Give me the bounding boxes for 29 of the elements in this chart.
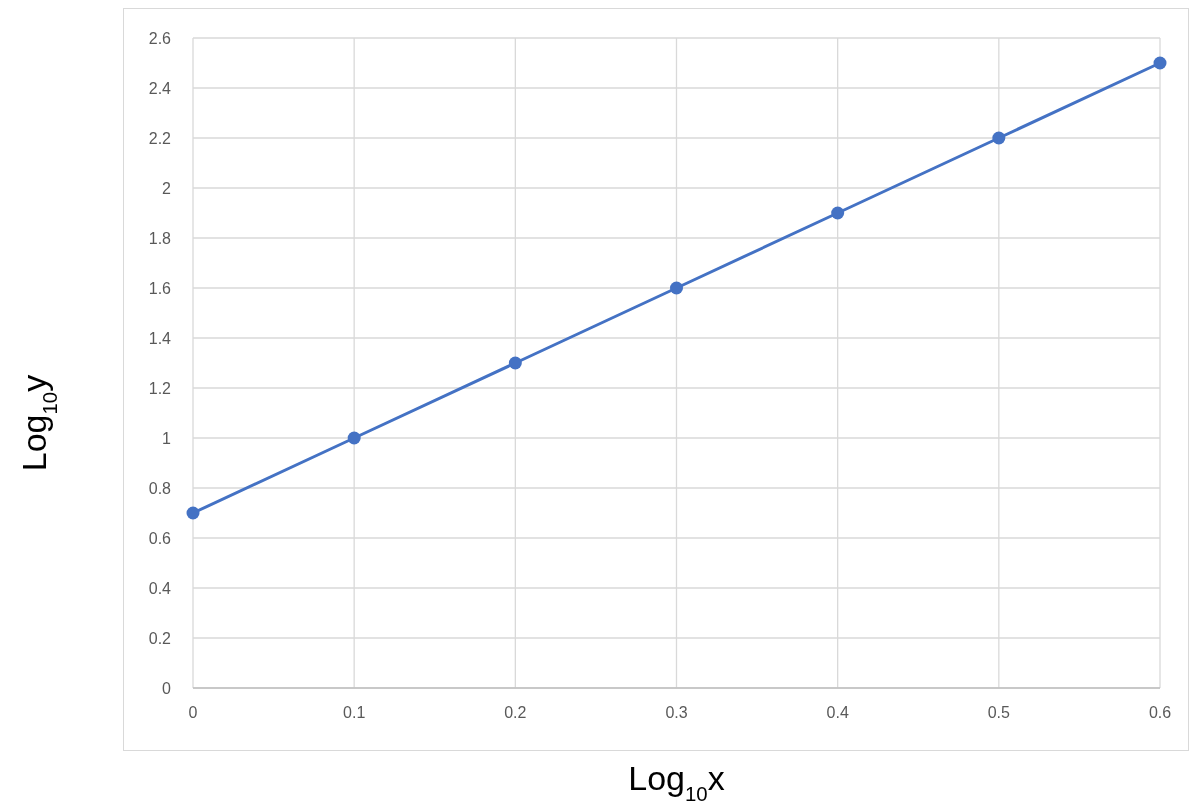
- y-tick-label: 1.6: [148, 279, 172, 297]
- point: [670, 281, 683, 295]
- x-tick-label: 0.5: [987, 704, 1011, 721]
- x-tick-label: 0.3: [665, 704, 688, 721]
- y-tick-label: 0.6: [148, 529, 172, 547]
- y-tick-label: 2.2: [148, 129, 172, 147]
- y-tick-label: 2.6: [148, 29, 172, 47]
- y-tick-label: 1.4: [148, 329, 172, 347]
- point: [508, 356, 522, 370]
- point: [186, 506, 200, 520]
- y-tick-label: 0.2: [148, 629, 172, 647]
- y-tick-label: 2.4: [148, 79, 172, 97]
- point: [992, 131, 1006, 145]
- x-tick-label: 0: [188, 704, 198, 721]
- y-tick-label: 1.8: [148, 229, 172, 247]
- point: [831, 206, 845, 220]
- y-tick-label: 0.4: [148, 579, 172, 597]
- point: [1153, 56, 1167, 70]
- y-tick-label: 0.8: [148, 479, 172, 497]
- y-tick-label: 2: [162, 179, 172, 197]
- y-tick-label: 0: [162, 679, 172, 697]
- x-axis-title: Log$_{10}$x: [628, 759, 725, 805]
- x-tick-label: 0.6: [1148, 704, 1172, 721]
- y-tick-label: 1.2: [148, 379, 172, 397]
- y-tick-label: 1: [162, 429, 172, 447]
- x-tick-label: 0.2: [504, 704, 527, 721]
- point: [347, 431, 361, 445]
- x-tick-label: 0.1: [343, 704, 366, 721]
- x-tick-label: 0.4: [826, 704, 849, 721]
